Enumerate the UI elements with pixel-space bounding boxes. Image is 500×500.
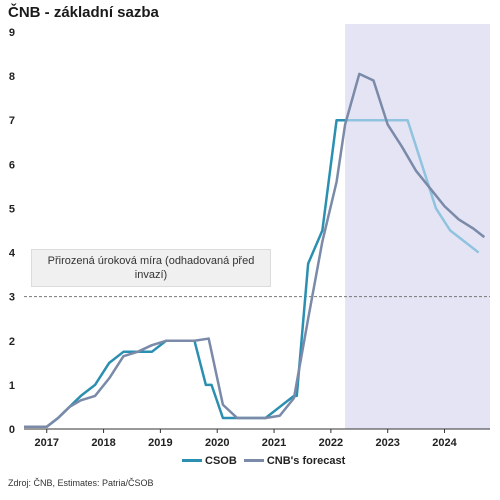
x-tick-label: 2024	[432, 437, 457, 449]
legend-swatch-cnb-forecast	[243, 458, 264, 462]
x-tick-label: 2019	[148, 437, 172, 449]
source-note: Zdroj: ČNB, Estimates: Patria/ČSOB	[8, 478, 154, 488]
legend-item-cnb-forecast: CNB's forecast	[243, 455, 346, 467]
y-tick-label: 5	[9, 203, 15, 215]
x-tick-label: 2021	[262, 437, 286, 449]
y-tick-label: 2	[9, 336, 15, 348]
x-tick-label: 2022	[319, 437, 343, 449]
y-tick-label: 9	[9, 27, 15, 39]
y-tick-label: 8	[9, 71, 15, 83]
natural-rate-annotation: Přirozená úroková míra (odhadovaná před …	[31, 249, 271, 287]
x-tick-label: 2018	[91, 437, 115, 449]
legend: CSOB CNB's forecast	[182, 455, 349, 467]
y-tick-label: 0	[9, 424, 15, 436]
y-tick-label: 7	[9, 115, 15, 127]
y-tick-label: 1	[9, 380, 15, 392]
x-tick-label: 2017	[34, 437, 58, 449]
y-tick-label: 4	[9, 248, 16, 260]
chart-title: ČNB - základní sazba	[8, 4, 159, 21]
legend-swatch-csob	[182, 458, 202, 462]
y-tick-label: 6	[9, 159, 15, 171]
x-tick-label: 2023	[375, 437, 399, 449]
legend-label-csob: CSOB	[205, 455, 237, 467]
series-line-csob-forecast	[345, 118, 480, 254]
x-tick-label: 2020	[205, 437, 229, 449]
y-tick-label: 3	[9, 292, 15, 304]
legend-item-csob: CSOB	[182, 455, 237, 467]
legend-label-cnb-forecast: CNB's forecast	[266, 455, 346, 467]
series-line-cnb-forecast	[24, 72, 486, 429]
forecast-region	[345, 24, 490, 429]
